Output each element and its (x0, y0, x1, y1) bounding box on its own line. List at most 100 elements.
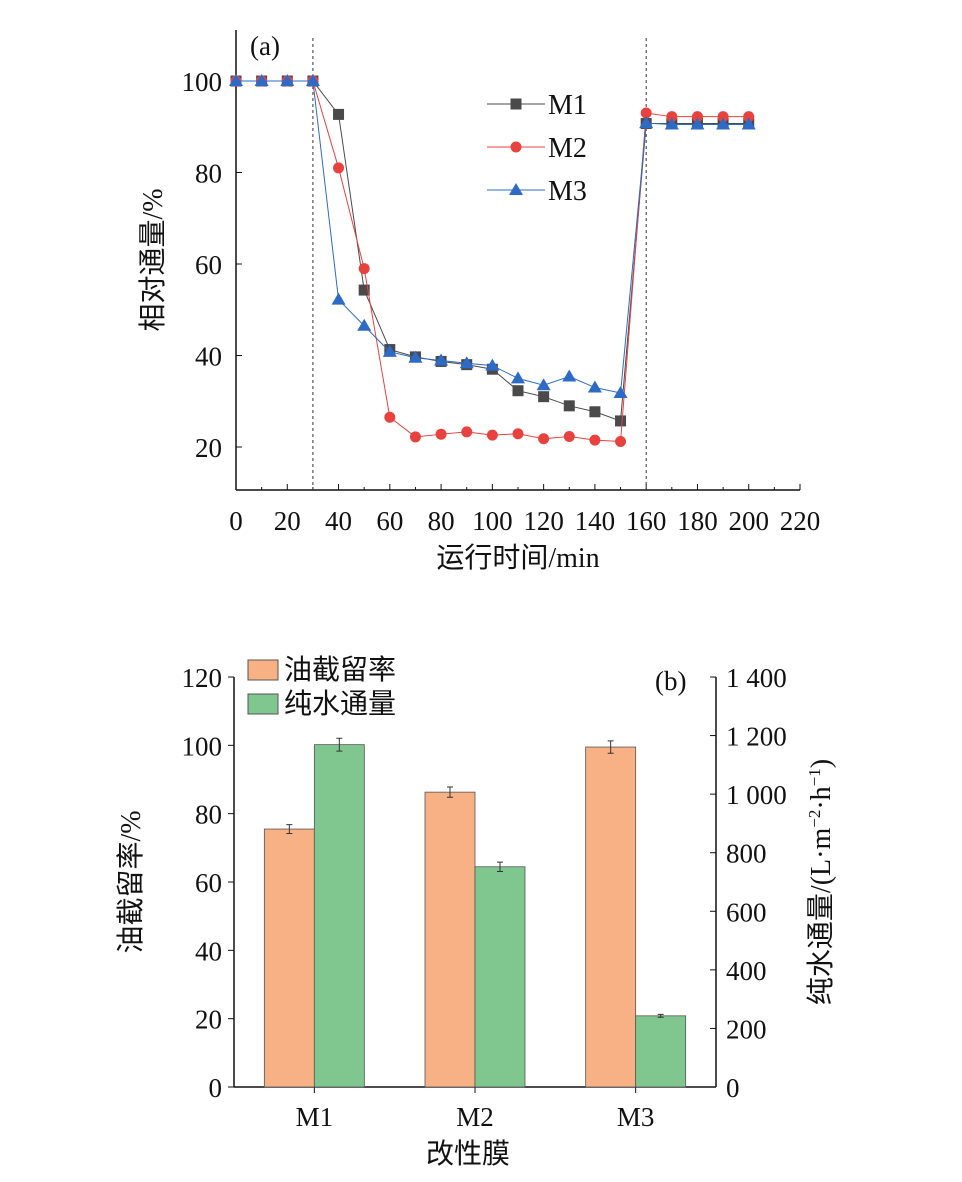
y-tick-label: 80 (195, 800, 222, 830)
y2-axis-label-part: ) (806, 759, 837, 768)
y-axis-label: 油截留率/% (115, 810, 147, 953)
y-tick-label: 20 (195, 433, 222, 463)
data-point-triangle (229, 74, 243, 86)
x-tick-label: 160 (626, 506, 667, 536)
data-point-circle (510, 141, 522, 153)
error-bar (607, 740, 614, 754)
data-point-triangle (562, 369, 577, 382)
data-point-square (538, 391, 550, 403)
y2-axis-label-part: 纯水通量/(L·m (805, 828, 837, 1006)
data-point-circle (563, 430, 575, 442)
x-tick-label: 220 (780, 506, 821, 536)
bar-纯水通量 (635, 1015, 687, 1088)
y2-tick-label: 600 (726, 897, 767, 927)
y2-tick-label: 1 400 (726, 663, 787, 693)
x-tick-label: 80 (428, 506, 455, 536)
x-tick-label: 20 (274, 506, 301, 536)
data-point-triangle (741, 117, 756, 130)
data-point-circle (691, 111, 703, 123)
y-tick-label: 80 (195, 159, 222, 189)
data-point-circle (666, 111, 678, 123)
legend-label: M3 (548, 176, 587, 207)
data-point-triangle (690, 117, 705, 130)
x-tick-label: 140 (575, 506, 616, 536)
data-point-circle (486, 429, 498, 441)
x-tick-label: M2 (456, 1102, 494, 1132)
error-bar (657, 1013, 664, 1018)
legend-label: M2 (548, 133, 587, 164)
data-point-triangle (536, 378, 551, 391)
y-tick-label: 100 (182, 67, 223, 97)
x-axis-label: 改性膜 (426, 1138, 510, 1170)
bar-纯水通量 (474, 866, 526, 1088)
data-point-square (563, 400, 575, 412)
x-tick-label: M3 (617, 1102, 655, 1132)
data-point-triangle (511, 371, 525, 384)
data-point-triangle (305, 74, 320, 86)
x-tick-label: 0 (229, 506, 243, 536)
x-axis-label: 运行时间/min (436, 542, 599, 574)
legend-swatch (247, 693, 279, 715)
x-tick-label: M1 (296, 1102, 334, 1132)
data-point-square (333, 108, 345, 120)
legend-label: 纯水通量 (284, 688, 396, 720)
data-point-triangle (254, 74, 269, 86)
y2-axis-label-part: −2 (805, 810, 824, 828)
data-point-circle (538, 433, 550, 445)
y-tick-label: 20 (195, 1005, 222, 1035)
legend-label: 油截留率 (284, 654, 396, 686)
data-point-triangle (587, 380, 602, 393)
data-point-circle (333, 162, 345, 174)
x-tick-label: 100 (472, 506, 513, 536)
data-point-circle (743, 111, 755, 123)
bar-油截留率 (424, 791, 476, 1088)
data-point-triangle (357, 318, 372, 331)
y-tick-label: 100 (182, 731, 223, 761)
legend-label: M1 (548, 90, 587, 121)
data-point-triangle (459, 356, 474, 369)
error-bar (447, 786, 453, 798)
x-tick-label: 120 (523, 506, 564, 536)
series-M2 (230, 75, 755, 448)
panel-label: (b) (655, 666, 686, 696)
y2-tick-label: 800 (726, 839, 767, 869)
error-bar (497, 861, 503, 872)
data-point-triangle (639, 116, 654, 129)
data-point-triangle (280, 74, 295, 86)
data-point-triangle (485, 358, 500, 371)
data-point-square (510, 98, 522, 110)
data-point-triangle (716, 117, 731, 130)
bar-油截留率 (263, 828, 315, 1088)
y-tick-label: 0 (209, 1073, 223, 1103)
x-tick-label: 180 (677, 506, 718, 536)
bar-油截留率 (585, 746, 637, 1088)
y2-tick-label: 200 (726, 1014, 767, 1044)
data-point-triangle (509, 183, 523, 195)
y2-tick-label: 400 (726, 956, 767, 986)
data-point-square (358, 284, 370, 296)
data-point-circle (435, 428, 447, 440)
panel-label: (a) (250, 31, 280, 61)
data-point-circle (358, 263, 370, 275)
data-point-triangle (434, 353, 449, 366)
y2-axis-label-part: ·h (806, 786, 837, 809)
y2-tick-label: 1 200 (726, 722, 787, 752)
data-point-triangle (408, 350, 423, 363)
data-point-circle (640, 107, 652, 119)
data-point-square (512, 385, 524, 397)
data-point-triangle (331, 292, 346, 305)
y-tick-label: 60 (195, 250, 222, 280)
data-point-triangle (613, 386, 628, 399)
error-bar (286, 824, 293, 834)
data-point-circle (384, 411, 396, 423)
x-tick-label: 60 (376, 506, 403, 536)
series-M3 (229, 74, 756, 399)
data-point-circle (461, 426, 473, 438)
x-tick-label: 200 (728, 506, 769, 536)
y2-axis-label: 纯水通量/(L·m−2·h−1) (805, 759, 837, 1005)
data-point-circle (717, 111, 729, 123)
y2-tick-label: 0 (726, 1073, 740, 1103)
data-point-circle (615, 436, 627, 448)
y2-axis-label-part: −1 (805, 768, 824, 786)
